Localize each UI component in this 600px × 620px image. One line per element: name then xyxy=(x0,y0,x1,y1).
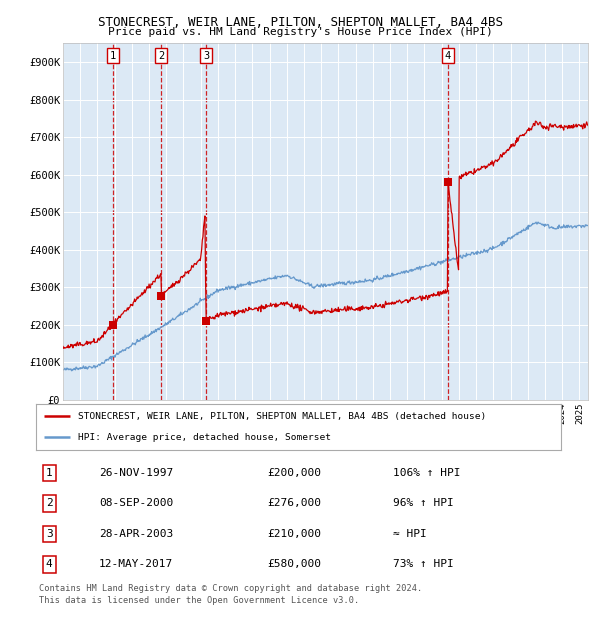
Text: Price paid vs. HM Land Registry's House Price Index (HPI): Price paid vs. HM Land Registry's House … xyxy=(107,27,493,37)
Text: ≈ HPI: ≈ HPI xyxy=(393,529,427,539)
Text: 4: 4 xyxy=(445,51,451,61)
Text: 1: 1 xyxy=(110,51,116,61)
Text: 2: 2 xyxy=(158,51,164,61)
Text: 73% ↑ HPI: 73% ↑ HPI xyxy=(393,559,454,569)
Text: 4: 4 xyxy=(46,559,53,569)
Text: 12-MAY-2017: 12-MAY-2017 xyxy=(99,559,173,569)
Text: £210,000: £210,000 xyxy=(267,529,321,539)
Text: £200,000: £200,000 xyxy=(267,468,321,478)
Text: £580,000: £580,000 xyxy=(267,559,321,569)
Text: 106% ↑ HPI: 106% ↑ HPI xyxy=(393,468,461,478)
Text: Contains HM Land Registry data © Crown copyright and database right 2024.: Contains HM Land Registry data © Crown c… xyxy=(39,584,422,593)
Text: 2: 2 xyxy=(46,498,53,508)
Text: 08-SEP-2000: 08-SEP-2000 xyxy=(99,498,173,508)
Text: This data is licensed under the Open Government Licence v3.0.: This data is licensed under the Open Gov… xyxy=(39,596,359,606)
Text: 96% ↑ HPI: 96% ↑ HPI xyxy=(393,498,454,508)
Text: 26-NOV-1997: 26-NOV-1997 xyxy=(99,468,173,478)
Text: 1: 1 xyxy=(46,468,53,478)
Text: £276,000: £276,000 xyxy=(267,498,321,508)
Text: 3: 3 xyxy=(46,529,53,539)
Text: 3: 3 xyxy=(203,51,209,61)
Text: 28-APR-2003: 28-APR-2003 xyxy=(99,529,173,539)
Text: HPI: Average price, detached house, Somerset: HPI: Average price, detached house, Some… xyxy=(78,433,331,442)
Text: STONECREST, WEIR LANE, PILTON, SHEPTON MALLET, BA4 4BS: STONECREST, WEIR LANE, PILTON, SHEPTON M… xyxy=(97,16,503,29)
Text: STONECREST, WEIR LANE, PILTON, SHEPTON MALLET, BA4 4BS (detached house): STONECREST, WEIR LANE, PILTON, SHEPTON M… xyxy=(78,412,486,421)
